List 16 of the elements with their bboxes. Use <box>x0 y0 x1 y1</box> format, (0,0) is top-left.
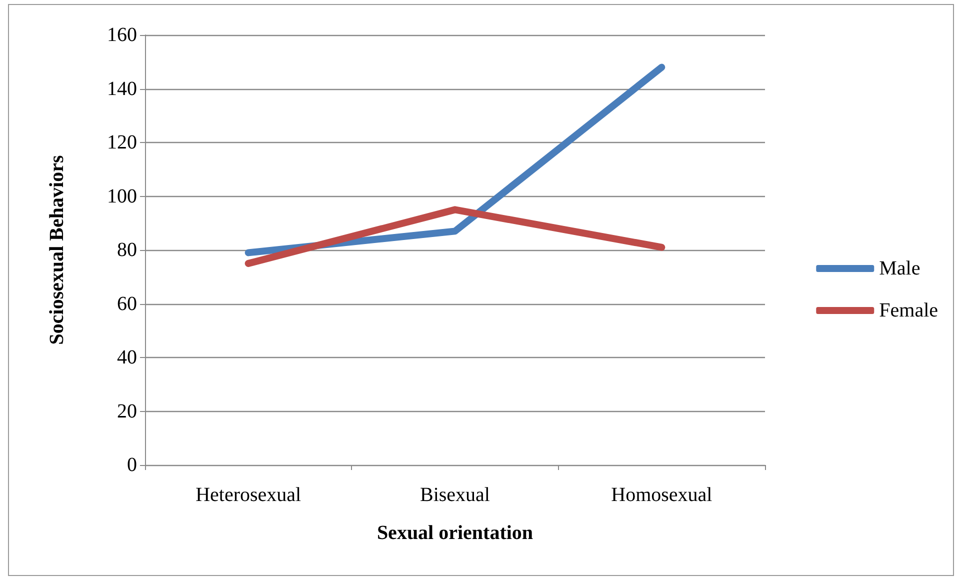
y-tick-label: 80 <box>117 239 137 261</box>
x-tick-label: Heterosexual <box>196 484 302 506</box>
y-tick-label: 60 <box>117 292 137 315</box>
y-tick-label: 140 <box>107 78 137 100</box>
y-tick-label: 120 <box>107 132 137 154</box>
y-tick-label: 40 <box>117 346 137 368</box>
y-tick-label: 100 <box>107 185 137 208</box>
y-tick-label: 0 <box>127 454 137 476</box>
y-tick-label: 160 <box>107 24 137 46</box>
x-axis-title: Sexual orientation <box>376 522 534 544</box>
y-tick-label: 20 <box>117 400 137 422</box>
y-axis-title: Sociosexual Behaviors <box>46 155 68 345</box>
x-tick-label: Homosexual <box>611 484 713 506</box>
x-tick-label: Bisexual <box>420 484 490 506</box>
legend-label: Female <box>879 300 938 322</box>
legend-label: Male <box>879 258 920 280</box>
